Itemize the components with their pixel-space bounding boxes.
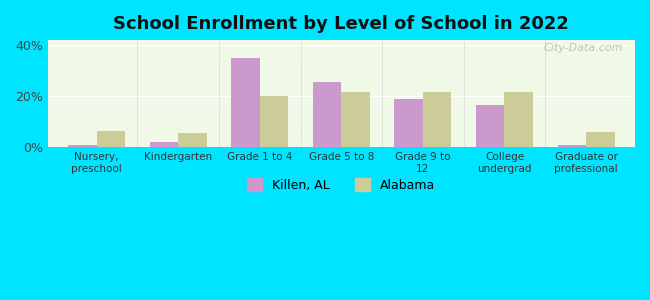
- Bar: [97, 130, 125, 147]
- Text: City-Data.com: City-Data.com: [544, 43, 623, 53]
- Bar: [586, 132, 615, 147]
- Bar: [150, 142, 178, 147]
- Title: School Enrollment by Level of School in 2022: School Enrollment by Level of School in …: [114, 15, 569, 33]
- Bar: [178, 133, 207, 147]
- Bar: [423, 92, 452, 147]
- Bar: [231, 58, 260, 147]
- Bar: [504, 92, 533, 147]
- Bar: [313, 82, 341, 147]
- Bar: [476, 105, 504, 147]
- Bar: [68, 145, 97, 147]
- Bar: [395, 99, 423, 147]
- Bar: [260, 96, 289, 147]
- Bar: [558, 145, 586, 147]
- Bar: [341, 92, 370, 147]
- Legend: Killen, AL, Alabama: Killen, AL, Alabama: [242, 173, 440, 196]
